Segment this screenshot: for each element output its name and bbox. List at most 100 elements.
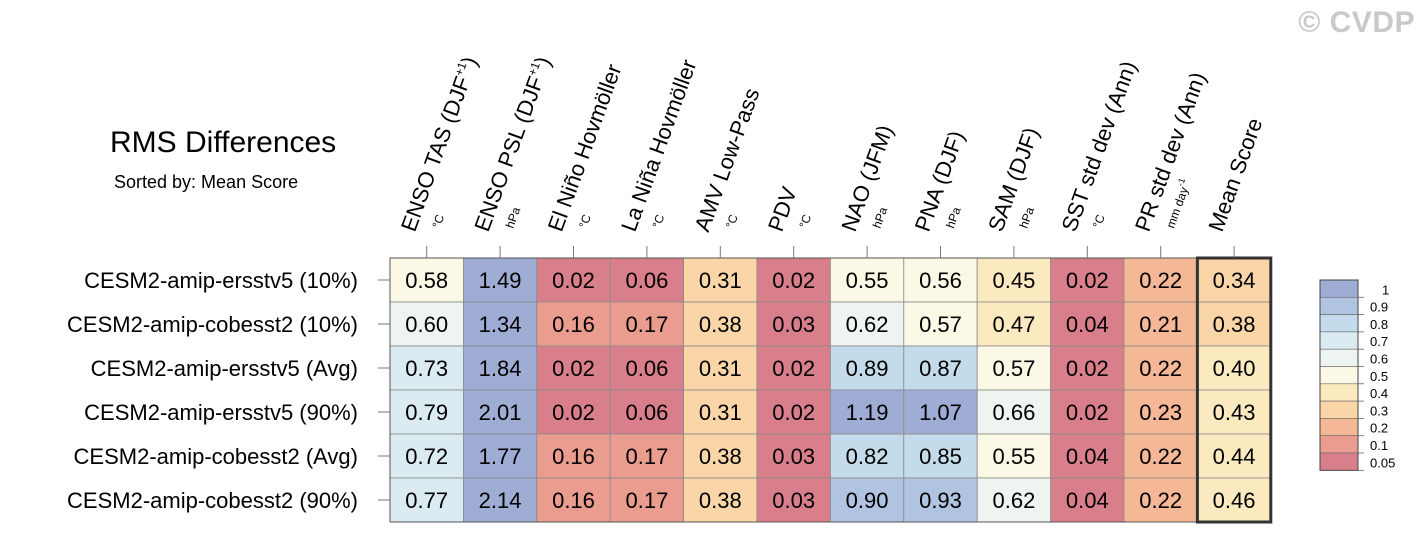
heatmap-cell — [1123, 477, 1198, 523]
cell-value: 0.02 — [1066, 356, 1109, 381]
cell-value: 0.38 — [699, 488, 742, 513]
colorbar-swatch — [1319, 296, 1359, 315]
column-unit: hPa — [1017, 205, 1038, 230]
heatmap-cell — [976, 477, 1052, 523]
column-label: La Niña Hovmöller — [616, 56, 701, 235]
heatmap-cell — [683, 477, 758, 523]
colorbar-label: 0.7 — [1370, 334, 1388, 349]
heatmap-cell — [536, 345, 611, 391]
cell-value: 0.56 — [919, 268, 962, 293]
heatmap-cell — [830, 345, 905, 391]
heatmap-cell — [1050, 345, 1125, 391]
cell-value: 0.93 — [919, 488, 962, 513]
cell-value: 0.17 — [625, 444, 668, 469]
colorbar-border — [1319, 279, 1359, 471]
colorbar-label: 0.3 — [1370, 403, 1388, 418]
heatmap-cell — [389, 389, 464, 435]
cell-value: 0.34 — [1213, 268, 1256, 293]
column-unit: °C — [576, 212, 594, 230]
cell-value: 0.04 — [1066, 312, 1109, 337]
cell-value: 0.17 — [625, 488, 668, 513]
colorbar-swatch — [1319, 418, 1359, 436]
cell-value: 0.62 — [992, 488, 1035, 513]
column-label: NAO (JFM) — [836, 122, 898, 235]
cell-value: 0.89 — [846, 356, 889, 381]
heatmap-cell — [462, 389, 538, 435]
heatmap-cell — [462, 477, 538, 523]
heatmap-cell — [609, 477, 685, 523]
column-unit: °C — [650, 212, 668, 230]
cell-value: 0.04 — [1066, 488, 1109, 513]
cell-value: 0.66 — [992, 400, 1035, 425]
cell-value: 0.38 — [1213, 312, 1256, 337]
column-label: El Niño Hovmöller — [543, 61, 627, 235]
colorbar-swatch — [1319, 279, 1359, 298]
row-label: CESM2-amip-cobesst2 (90%) — [67, 488, 358, 513]
column-label: SST std dev (Ann) — [1057, 58, 1142, 235]
cell-value: 0.62 — [846, 312, 889, 337]
colorbar-label: 0.6 — [1370, 352, 1388, 367]
colorbar-label: 0.8 — [1370, 317, 1388, 332]
cell-value: 0.02 — [552, 356, 595, 381]
cell-value: 0.04 — [1066, 444, 1109, 469]
row-label: CESM2-amip-ersstv5 (90%) — [84, 400, 358, 425]
heatmap-cell — [1050, 389, 1125, 435]
cell-value: 0.55 — [992, 444, 1035, 469]
cell-value: 1.84 — [479, 356, 522, 381]
heatmap-cell — [683, 389, 758, 435]
cell-value: 0.38 — [699, 444, 742, 469]
column-unit: °C — [723, 212, 741, 230]
heatmap-cell — [903, 257, 978, 303]
cell-value: 0.02 — [1066, 400, 1109, 425]
cell-value: 0.79 — [405, 400, 448, 425]
cell-value: 0.03 — [772, 488, 815, 513]
colorbar-label: 0.2 — [1370, 421, 1388, 436]
cell-value: 0.16 — [552, 312, 595, 337]
heatmap-cell — [1050, 433, 1125, 479]
heatmap-cell — [830, 301, 905, 347]
row-label: CESM2-amip-cobesst2 (10%) — [67, 312, 358, 337]
column-unit: °C — [1090, 212, 1108, 230]
cell-value: 0.02 — [552, 268, 595, 293]
heatmap-cell — [1123, 389, 1198, 435]
column-label: PDV — [763, 183, 802, 234]
cell-value: 0.46 — [1213, 488, 1256, 513]
cell-value: 0.02 — [772, 268, 815, 293]
cell-value: 0.03 — [772, 312, 815, 337]
cell-value: 0.02 — [552, 400, 595, 425]
heatmap-cell — [683, 301, 758, 347]
heatmap-cell — [389, 301, 464, 347]
heatmap-cell — [609, 433, 685, 479]
watermark: © CVDP — [1298, 6, 1415, 39]
heatmap-cell — [903, 477, 978, 523]
cell-value: 1.77 — [479, 444, 522, 469]
colorbar-swatch — [1319, 331, 1359, 350]
colorbar-label: 0.05 — [1370, 455, 1395, 470]
cell-value: 0.87 — [919, 356, 962, 381]
cell-value: 0.02 — [772, 356, 815, 381]
heatmap-cell — [830, 389, 905, 435]
colorbar-swatch — [1319, 400, 1359, 419]
cell-value: 1.07 — [919, 400, 962, 425]
column-unit: hPa — [503, 205, 524, 230]
cell-value: 0.16 — [552, 444, 595, 469]
cell-value: 0.45 — [992, 268, 1035, 293]
heatmap-cell — [756, 477, 831, 523]
cell-value: 0.31 — [699, 268, 742, 293]
heatmap-cell — [756, 301, 831, 347]
cell-value: 0.82 — [846, 444, 889, 469]
heatmap-cell — [1050, 477, 1125, 523]
cell-value: 0.73 — [405, 356, 448, 381]
colorbar-swatch — [1319, 366, 1359, 385]
column-unit: hPa — [943, 205, 964, 230]
cell-value: 0.90 — [846, 488, 889, 513]
cell-value: 0.60 — [405, 312, 448, 337]
cell-value: 0.57 — [919, 312, 962, 337]
cell-value: 0.47 — [992, 312, 1035, 337]
column-unit: °C — [429, 212, 447, 230]
colorbar-swatch — [1319, 348, 1359, 367]
heatmap-cell — [1123, 301, 1198, 347]
cell-value: 0.06 — [625, 400, 668, 425]
column-label: SAM (DJF) — [983, 124, 1044, 235]
